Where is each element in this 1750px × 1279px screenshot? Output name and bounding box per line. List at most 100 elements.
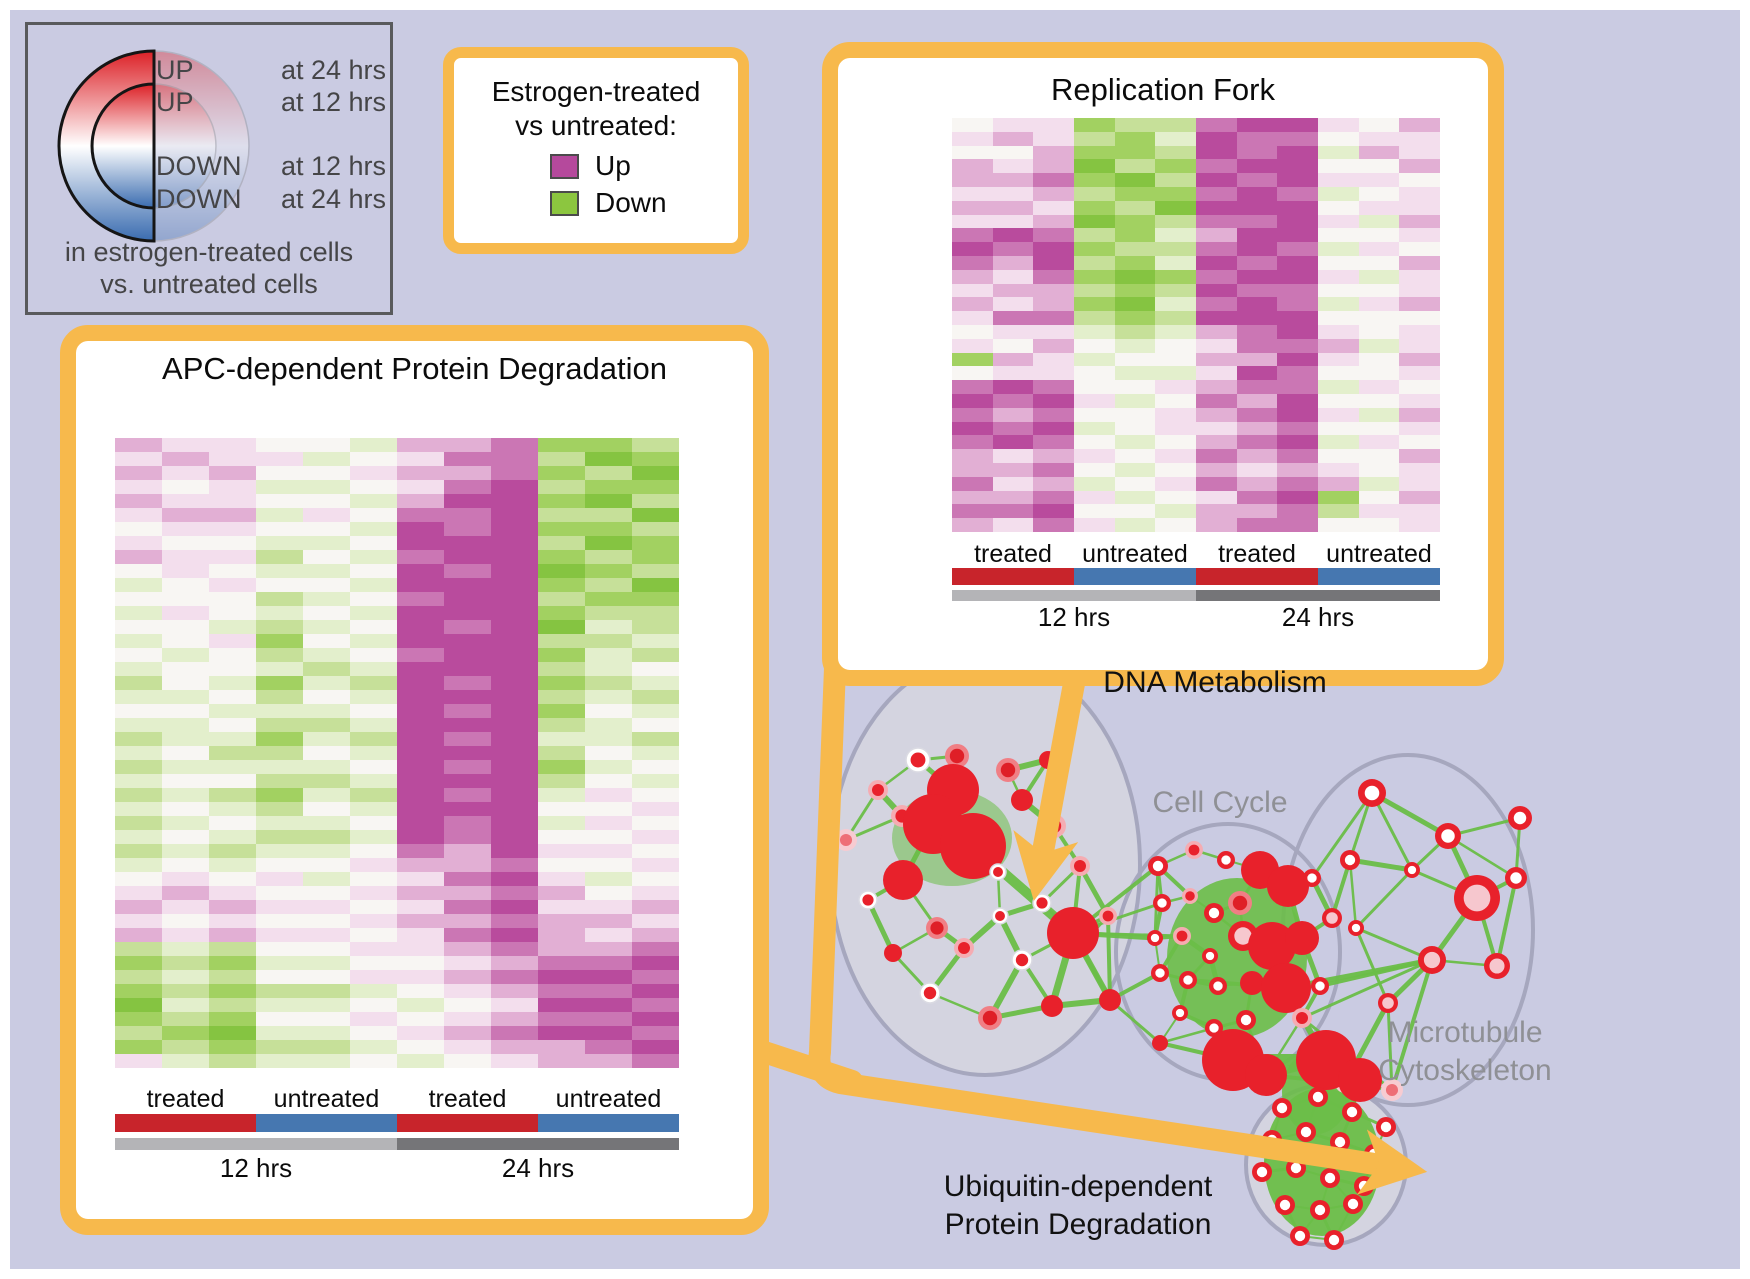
heatmap-row <box>952 159 1441 174</box>
microtubule-line2: Cytoskeleton <box>1378 1054 1552 1087</box>
group-label: treated <box>428 1085 507 1113</box>
group-label: untreated <box>1326 540 1432 568</box>
apc-group-labels: treated untreated treated untreated <box>115 1085 679 1114</box>
group-label: treated <box>146 1085 225 1113</box>
network-edge <box>1310 791 1374 880</box>
scale-dir: UP <box>156 87 194 117</box>
heatmap-row <box>952 449 1441 463</box>
heatmap-row <box>115 466 679 480</box>
heatmap-row <box>952 407 1441 422</box>
scale-caption-line1: in estrogen-treated cells <box>64 237 354 267</box>
scale-row-down-12: DOWN at 12 hrs <box>156 151 386 182</box>
heatmap-row <box>115 774 679 788</box>
gene-node-core <box>1188 844 1200 856</box>
gene-node <box>1152 1035 1168 1051</box>
ubiquitin-line1: Ubiquitin-dependent <box>943 1170 1213 1203</box>
heatmap-row <box>115 494 679 508</box>
gene-node-core <box>1510 872 1522 884</box>
heatmap-row <box>115 662 679 676</box>
heatmap-row <box>952 490 1441 505</box>
gene-node-core <box>1208 907 1220 919</box>
scale-time: at 12 hrs <box>280 87 386 117</box>
heatmap-row <box>115 802 679 816</box>
apc-heatmap <box>115 438 679 1068</box>
group-label: untreated <box>1082 540 1188 568</box>
gene-node-core <box>1234 927 1252 945</box>
legend-entry-up: Up <box>550 150 631 182</box>
heatmap-row <box>952 297 1441 312</box>
heatmap-row <box>952 338 1441 353</box>
heatmap-row <box>952 463 1441 477</box>
updown-legend-title1: Estrogen-treated <box>491 76 701 107</box>
heatmap-row <box>115 522 679 536</box>
heatmap-row <box>115 942 679 956</box>
heatmap-row <box>115 858 679 872</box>
gene-node-core <box>910 752 926 768</box>
gene-node-core <box>1326 912 1338 924</box>
gene-node-core <box>1205 951 1215 961</box>
replication-fork-panel: Replication Fork treated untreated treat… <box>822 42 1504 686</box>
gene-node-core <box>1489 958 1505 974</box>
heatmap-row <box>952 476 1441 491</box>
heatmap-row <box>952 325 1441 339</box>
gene-node-core <box>949 748 965 764</box>
gene-node <box>1338 1058 1382 1102</box>
gene-node-core <box>1015 953 1029 967</box>
heatmap-row <box>115 676 679 690</box>
gene-node-core <box>1296 1012 1308 1024</box>
gene-node-core <box>1463 884 1491 912</box>
scale-row-up-24: UP at 24 hrs <box>156 55 386 86</box>
heatmap-row <box>115 998 679 1012</box>
gene-node <box>1245 1054 1287 1096</box>
heatmap-row <box>115 886 679 900</box>
network-edge <box>1348 858 1358 930</box>
gene-node-core <box>1328 1234 1340 1246</box>
heatmap-row <box>952 352 1441 367</box>
heatmap-row <box>115 956 679 970</box>
apc-panel-title: APC-dependent Protein Degradation <box>162 351 667 386</box>
heatmap-row <box>115 620 679 634</box>
network-edge <box>1495 876 1518 968</box>
gene-node <box>1047 907 1099 959</box>
gene-node-core <box>1209 1023 1219 1033</box>
gene-node <box>883 860 923 900</box>
gene-node-core <box>862 894 874 906</box>
gene-node-core <box>1213 981 1223 991</box>
replication-time-labels: 12 hrs 24 hrs <box>952 602 1440 633</box>
group-label: untreated <box>555 1085 662 1113</box>
heatmap-row <box>952 214 1441 229</box>
gene-node-core <box>1290 1162 1302 1174</box>
gene-node-core <box>1155 968 1165 978</box>
replication-group-labels: treated untreated treated untreated <box>952 540 1440 569</box>
network-edge <box>1158 1026 1216 1045</box>
gene-node-core <box>1036 897 1048 909</box>
ubiquitin-degradation-label: Ubiquitin-dependent Protein Degradation <box>918 1168 1238 1244</box>
gene-node-core <box>839 833 853 847</box>
time-label-24hrs: 24 hrs <box>501 1153 575 1183</box>
updown-legend: Estrogen-treated vs untreated: Up Down <box>443 47 749 254</box>
heatmap-row <box>115 1040 679 1054</box>
network-edge <box>1106 914 1112 1002</box>
gene-node-core <box>1423 951 1441 969</box>
gene-node-core <box>1385 1083 1399 1097</box>
gene-node-core <box>1307 873 1317 883</box>
gene-node-core <box>1513 811 1527 825</box>
heatmap-row <box>952 518 1441 532</box>
heatmap-row <box>115 830 679 844</box>
gene-node-core <box>872 784 884 796</box>
gene-node-core <box>958 942 970 954</box>
gene-node-core <box>1441 829 1455 843</box>
heatmap-row <box>115 536 679 550</box>
gene-node-core <box>1347 1198 1359 1210</box>
heatmap-row <box>952 269 1441 284</box>
gene-node <box>1248 922 1296 970</box>
gene-node-core <box>930 921 944 935</box>
ubiquitin-line2: Protein Degradation <box>944 1208 1212 1241</box>
gene-node-core <box>1344 854 1356 866</box>
heatmap-row <box>115 1054 679 1068</box>
gene-node-core <box>1176 930 1188 942</box>
heatmap-row <box>952 173 1441 187</box>
gene-node-core <box>1358 1180 1370 1192</box>
gene-node-core <box>1185 891 1195 901</box>
